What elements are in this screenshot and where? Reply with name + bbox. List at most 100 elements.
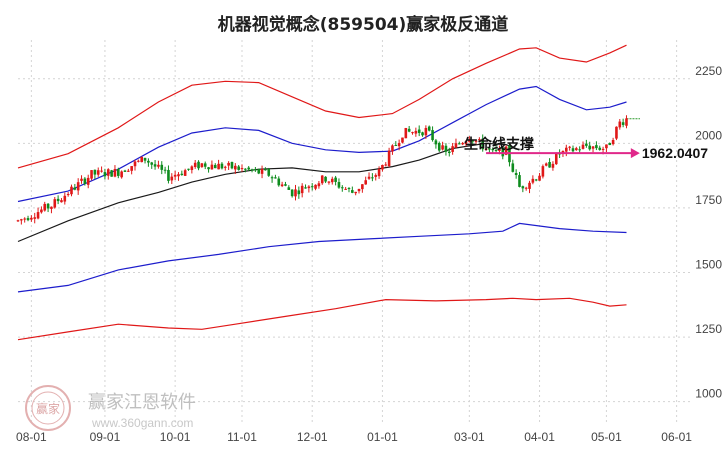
x-tick-label: 03-01: [454, 430, 485, 444]
grid-layer: [18, 40, 690, 424]
candle-body: [53, 199, 57, 208]
watermark: 赢家 赢家江恩软件 www.360gann.com: [25, 385, 196, 431]
candle-body: [551, 163, 555, 168]
candle-body: [86, 177, 90, 185]
candle-body: [397, 143, 401, 147]
candle-body: [491, 148, 495, 151]
candle-body: [541, 166, 545, 177]
x-tick-label: 12-01: [297, 430, 328, 444]
candle-body: [357, 188, 361, 192]
candle-body: [50, 206, 53, 209]
candle-body: [401, 137, 404, 143]
x-tick-label: 01-01: [367, 430, 398, 444]
candle-body: [444, 145, 448, 152]
candle-body: [598, 147, 602, 150]
candle-body: [170, 176, 174, 181]
watermark-url: www.360gann.com: [91, 416, 193, 430]
x-tick-label: 11-01: [227, 430, 257, 444]
candle-body: [66, 194, 70, 196]
candle-body: [451, 146, 454, 152]
x-tick-label: 05-01: [591, 430, 622, 444]
watermark-logo-text: 赢家: [36, 401, 60, 416]
candle-body: [474, 140, 478, 142]
candle-body: [116, 169, 120, 176]
candle-body: [538, 175, 541, 181]
candle-body: [287, 187, 291, 190]
candle-body: [277, 178, 281, 186]
support-label: 生命线支撑: [464, 136, 534, 152]
candle-body: [203, 163, 207, 167]
candle-body: [247, 167, 250, 170]
candle-body: [80, 178, 83, 181]
candle-body: [150, 162, 154, 165]
candle-body: [73, 187, 77, 190]
y-tick-label: 2250: [695, 64, 722, 78]
candle-body: [374, 175, 378, 177]
candle-body: [571, 148, 575, 152]
candle-body: [223, 166, 227, 168]
candle-body: [40, 209, 43, 213]
candle-body: [581, 144, 585, 149]
candle-body: [157, 164, 160, 167]
candle-body: [100, 170, 103, 172]
x-tick-label: 06-01: [661, 430, 692, 444]
candle-body: [23, 218, 26, 220]
candle-body: [411, 132, 414, 134]
candle-body: [384, 164, 388, 166]
candle-body: [106, 169, 110, 176]
candle-body: [481, 138, 485, 150]
candle-body: [90, 170, 93, 179]
support-value: 1962.0407: [642, 145, 708, 161]
watermark-text: 赢家江恩软件: [88, 391, 196, 412]
candle-body: [290, 189, 294, 197]
candle-body: [20, 219, 23, 221]
candle-body: [605, 144, 608, 149]
candle-body: [531, 178, 535, 183]
candle-body: [227, 162, 230, 166]
candle-body: [140, 156, 144, 163]
candle-body: [514, 173, 518, 175]
candle-body: [160, 164, 164, 170]
candle-body: [595, 145, 598, 149]
candle-body: [484, 148, 488, 150]
candle-body: [494, 149, 498, 151]
candle-body: [280, 184, 284, 187]
axis-layer: 2250 2000 1750 1500 1250 1000 08-01 09-01 10-01 1…: [16, 64, 722, 444]
candle-body: [461, 143, 464, 145]
candle-body: [464, 141, 468, 145]
candle-body: [354, 191, 357, 194]
candle-body: [127, 170, 130, 172]
candle-body: [197, 161, 200, 169]
candle-body: [625, 118, 628, 126]
candle-body: [187, 168, 190, 170]
candle-body: [310, 186, 314, 188]
candle-body: [618, 121, 622, 128]
channel-line-0: [17, 44, 627, 169]
candle-body: [270, 177, 274, 179]
candle-body: [213, 164, 217, 169]
candle-body: [534, 179, 538, 181]
candle-body: [468, 139, 471, 142]
candle-body: [367, 176, 371, 179]
candle-body: [434, 140, 438, 145]
candle-body: [83, 178, 87, 184]
x-tick-label: 09-01: [90, 430, 121, 444]
channel-line-3: [17, 222, 627, 293]
candle-body: [330, 178, 334, 183]
candle-body: [237, 166, 240, 170]
candle-body: [554, 153, 558, 165]
candle-body: [267, 169, 271, 176]
candle-body: [471, 140, 474, 142]
candle-body: [284, 184, 287, 186]
candle-body: [96, 170, 100, 175]
candle-body: [173, 174, 177, 177]
candle-body: [260, 169, 264, 174]
candle-body: [521, 186, 525, 189]
candle-body: [163, 169, 167, 171]
candle-body: [611, 140, 615, 145]
candle-body: [304, 187, 307, 189]
candle-body: [297, 190, 301, 195]
candle-body: [524, 187, 528, 189]
candle-body: [110, 170, 113, 177]
